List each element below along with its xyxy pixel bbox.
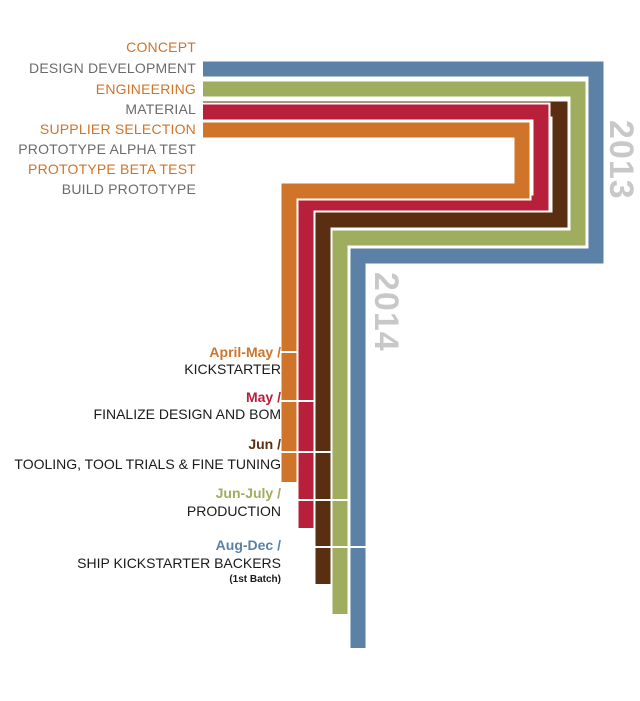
milestone-note-first-batch: (1st Batch) <box>229 574 281 585</box>
milestone-text-tooling: TOOLING, TOOL TRIALS & FINE TUNING <box>14 456 281 472</box>
phase-label-prototype-alpha-test: PROTOTYPE ALPHA TEST <box>18 141 196 157</box>
milestone-text-ship: SHIP KICKSTARTER BACKERS <box>77 555 281 571</box>
band-engineering <box>203 81 586 614</box>
band-prototype <box>203 104 549 528</box>
year-label-2013: 2013 <box>602 120 640 200</box>
band-design-development <box>203 61 604 648</box>
milestone-date-finalize: May / <box>245 389 281 405</box>
milestone-date-kickstarter: April-May / <box>209 344 281 360</box>
phase-label-concept: CONCEPT <box>126 39 196 55</box>
phase-label-engineering: ENGINEERING <box>95 81 196 97</box>
phase-label-supplier-selection: SUPPLIER SELECTION <box>39 121 196 137</box>
phase-label-material: MATERIAL <box>125 101 196 117</box>
milestone-date-production: Jun-July / <box>215 485 281 501</box>
year-label-2014: 2014 <box>367 272 405 352</box>
milestone-date-tooling: Jun / <box>248 436 281 452</box>
milestone-date-ship: Aug-Dec / <box>215 537 281 553</box>
milestone-text-finalize: FINALIZE DESIGN AND BOM <box>93 406 281 422</box>
milestone-text-production: PRODUCTION <box>186 503 281 519</box>
phase-label-design-development: DESIGN DEVELOPMENT <box>29 60 196 76</box>
phase-label-build-prototype: BUILD PROTOTYPE <box>61 181 196 197</box>
milestone-text-kickstarter: KICKSTARTER <box>184 361 281 377</box>
phase-label-prototype-beta-test: PROTOTYPE BETA TEST <box>28 161 196 177</box>
band-build-prototype <box>203 122 530 482</box>
